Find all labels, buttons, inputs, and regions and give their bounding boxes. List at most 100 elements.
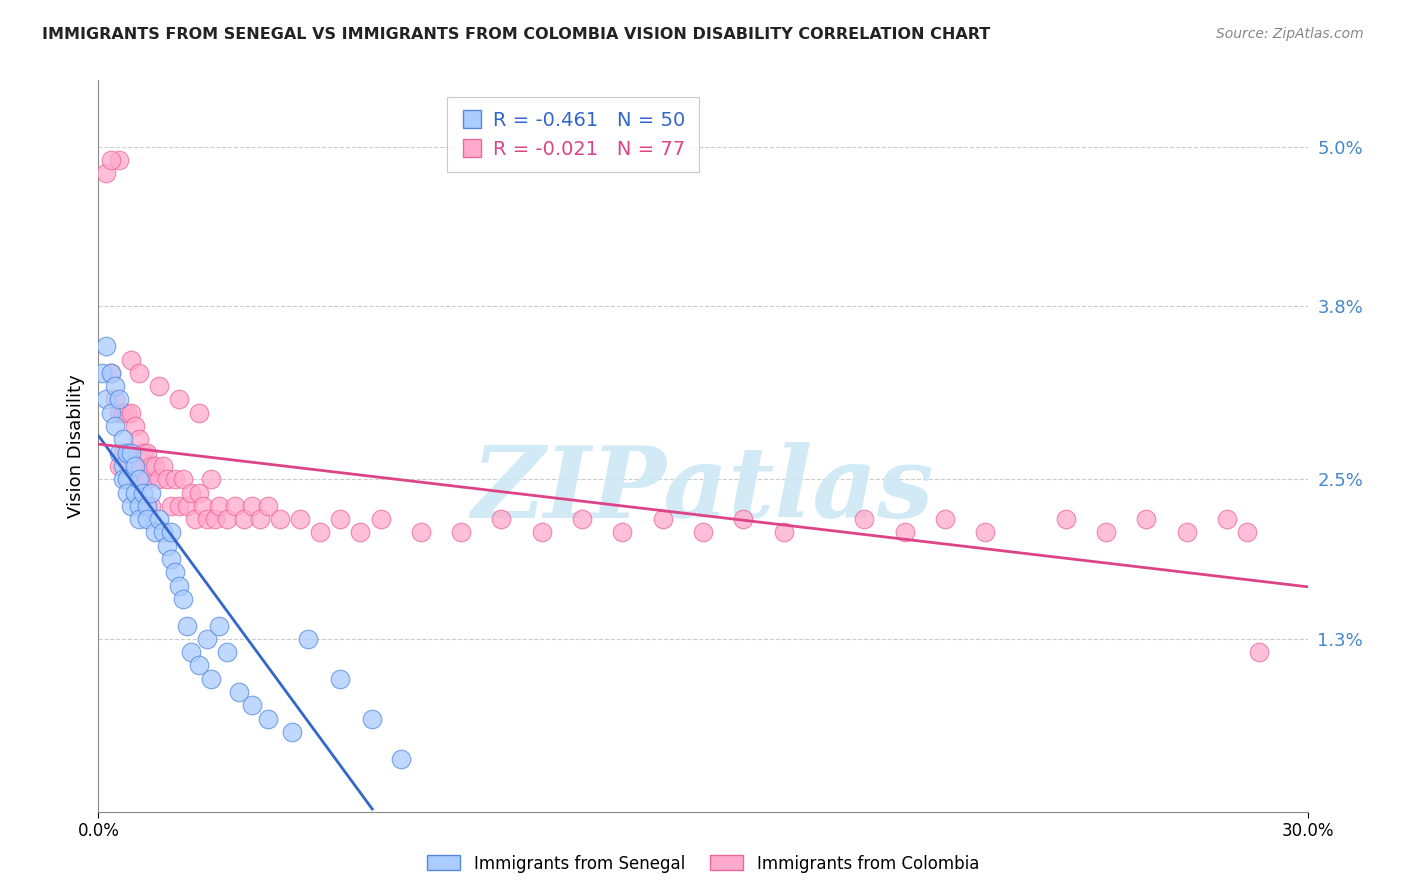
Point bbox=[172, 472, 194, 486]
Point bbox=[409, 525, 432, 540]
Point bbox=[152, 525, 174, 540]
Point bbox=[361, 712, 384, 726]
Point bbox=[96, 166, 118, 180]
Point bbox=[281, 725, 304, 739]
Point bbox=[612, 525, 634, 540]
Point bbox=[135, 472, 157, 486]
Point bbox=[249, 512, 271, 526]
Point bbox=[111, 406, 134, 420]
Point bbox=[91, 366, 114, 380]
Point bbox=[139, 499, 162, 513]
Point bbox=[1216, 512, 1239, 526]
Point bbox=[530, 525, 553, 540]
Point bbox=[200, 672, 222, 686]
Point bbox=[180, 645, 202, 659]
Point bbox=[115, 445, 138, 459]
Point bbox=[100, 153, 122, 167]
Point bbox=[389, 751, 412, 765]
Point bbox=[148, 379, 170, 393]
Point bbox=[329, 512, 352, 526]
Point bbox=[160, 525, 183, 540]
Point bbox=[100, 406, 122, 420]
Point bbox=[139, 458, 162, 473]
Point bbox=[176, 499, 198, 513]
Point bbox=[1095, 525, 1118, 540]
Point bbox=[135, 512, 157, 526]
Point bbox=[180, 485, 202, 500]
Point bbox=[124, 485, 146, 500]
Point bbox=[156, 539, 179, 553]
Point bbox=[160, 552, 183, 566]
Point bbox=[107, 445, 129, 459]
Point bbox=[256, 712, 278, 726]
Point bbox=[349, 525, 371, 540]
Point bbox=[132, 485, 155, 500]
Point bbox=[309, 525, 332, 540]
Point bbox=[124, 419, 146, 434]
Point bbox=[163, 566, 186, 580]
Point bbox=[96, 392, 118, 407]
Point bbox=[100, 366, 122, 380]
Point bbox=[132, 445, 155, 459]
Point bbox=[167, 579, 190, 593]
Point bbox=[115, 406, 138, 420]
Point bbox=[228, 685, 250, 699]
Point bbox=[853, 512, 876, 526]
Point bbox=[107, 392, 129, 407]
Point bbox=[128, 499, 150, 513]
Point bbox=[193, 499, 215, 513]
Point bbox=[160, 499, 183, 513]
Point bbox=[204, 512, 226, 526]
Point bbox=[103, 419, 125, 434]
Point bbox=[163, 472, 186, 486]
Point bbox=[111, 472, 134, 486]
Point bbox=[103, 379, 125, 393]
Point bbox=[128, 472, 150, 486]
Point bbox=[1054, 512, 1077, 526]
Point bbox=[115, 485, 138, 500]
Text: IMMIGRANTS FROM SENEGAL VS IMMIGRANTS FROM COLOMBIA VISION DISABILITY CORRELATIO: IMMIGRANTS FROM SENEGAL VS IMMIGRANTS FR… bbox=[42, 27, 990, 42]
Point bbox=[1236, 525, 1258, 540]
Point bbox=[240, 698, 263, 713]
Point bbox=[224, 499, 246, 513]
Point bbox=[1249, 645, 1271, 659]
Point bbox=[128, 433, 150, 447]
Point bbox=[124, 458, 146, 473]
Point bbox=[139, 485, 162, 500]
Point bbox=[111, 445, 134, 459]
Point bbox=[232, 512, 254, 526]
Point bbox=[128, 512, 150, 526]
Point bbox=[208, 618, 231, 632]
Point bbox=[103, 392, 125, 407]
Point bbox=[115, 445, 138, 459]
Point bbox=[143, 458, 166, 473]
Point bbox=[111, 433, 134, 447]
Point bbox=[256, 499, 278, 513]
Point bbox=[893, 525, 915, 540]
Point bbox=[148, 512, 170, 526]
Point bbox=[200, 472, 222, 486]
Text: Source: ZipAtlas.com: Source: ZipAtlas.com bbox=[1216, 27, 1364, 41]
Point bbox=[240, 499, 263, 513]
Point bbox=[733, 512, 755, 526]
Point bbox=[297, 632, 319, 646]
Point bbox=[269, 512, 291, 526]
Point bbox=[135, 499, 157, 513]
Point bbox=[974, 525, 997, 540]
Point bbox=[692, 525, 714, 540]
Point bbox=[115, 472, 138, 486]
Point bbox=[329, 672, 352, 686]
Legend: Immigrants from Senegal, Immigrants from Colombia: Immigrants from Senegal, Immigrants from… bbox=[420, 848, 986, 880]
Point bbox=[120, 445, 142, 459]
Text: ZIPatlas: ZIPatlas bbox=[472, 442, 934, 538]
Point bbox=[195, 512, 218, 526]
Point bbox=[96, 339, 118, 353]
Point bbox=[111, 458, 134, 473]
Point bbox=[208, 499, 231, 513]
Point bbox=[188, 406, 211, 420]
Point bbox=[195, 632, 218, 646]
Point bbox=[491, 512, 513, 526]
Point bbox=[772, 525, 794, 540]
Point bbox=[176, 618, 198, 632]
Point bbox=[124, 458, 146, 473]
